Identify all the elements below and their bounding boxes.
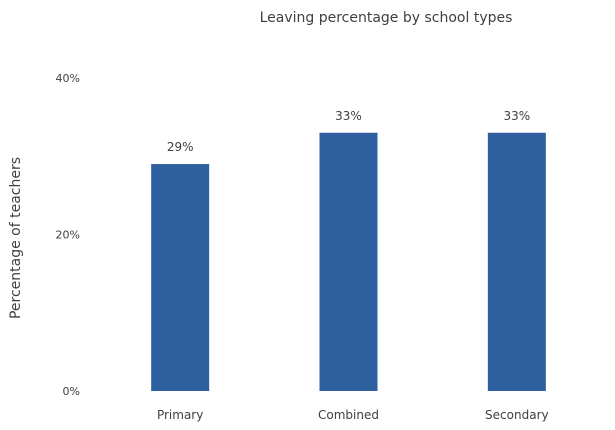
y-axis-ticks: 0% 20% 40%	[56, 72, 80, 398]
y-tick-label: 0%	[63, 385, 80, 398]
data-labels: 29% 33% 33%	[167, 109, 530, 154]
x-category-secondary: Secondary	[485, 408, 549, 422]
x-axis-categories: Primary Combined Secondary	[157, 408, 549, 422]
bar-secondary	[487, 132, 546, 391]
x-category-primary: Primary	[157, 408, 203, 422]
chart-title: Leaving percentage by school types	[260, 10, 513, 26]
data-label-combined: 33%	[335, 109, 362, 123]
bars	[151, 132, 546, 391]
y-axis-label: Percentage of teachers	[8, 157, 24, 319]
bar-combined	[319, 132, 378, 391]
bar-primary	[151, 164, 210, 391]
data-label-primary: 29%	[167, 140, 194, 154]
y-tick-label: 40%	[56, 72, 80, 85]
x-category-combined: Combined	[318, 408, 379, 422]
y-tick-label: 20%	[56, 229, 80, 242]
data-label-secondary: 33%	[503, 109, 530, 123]
